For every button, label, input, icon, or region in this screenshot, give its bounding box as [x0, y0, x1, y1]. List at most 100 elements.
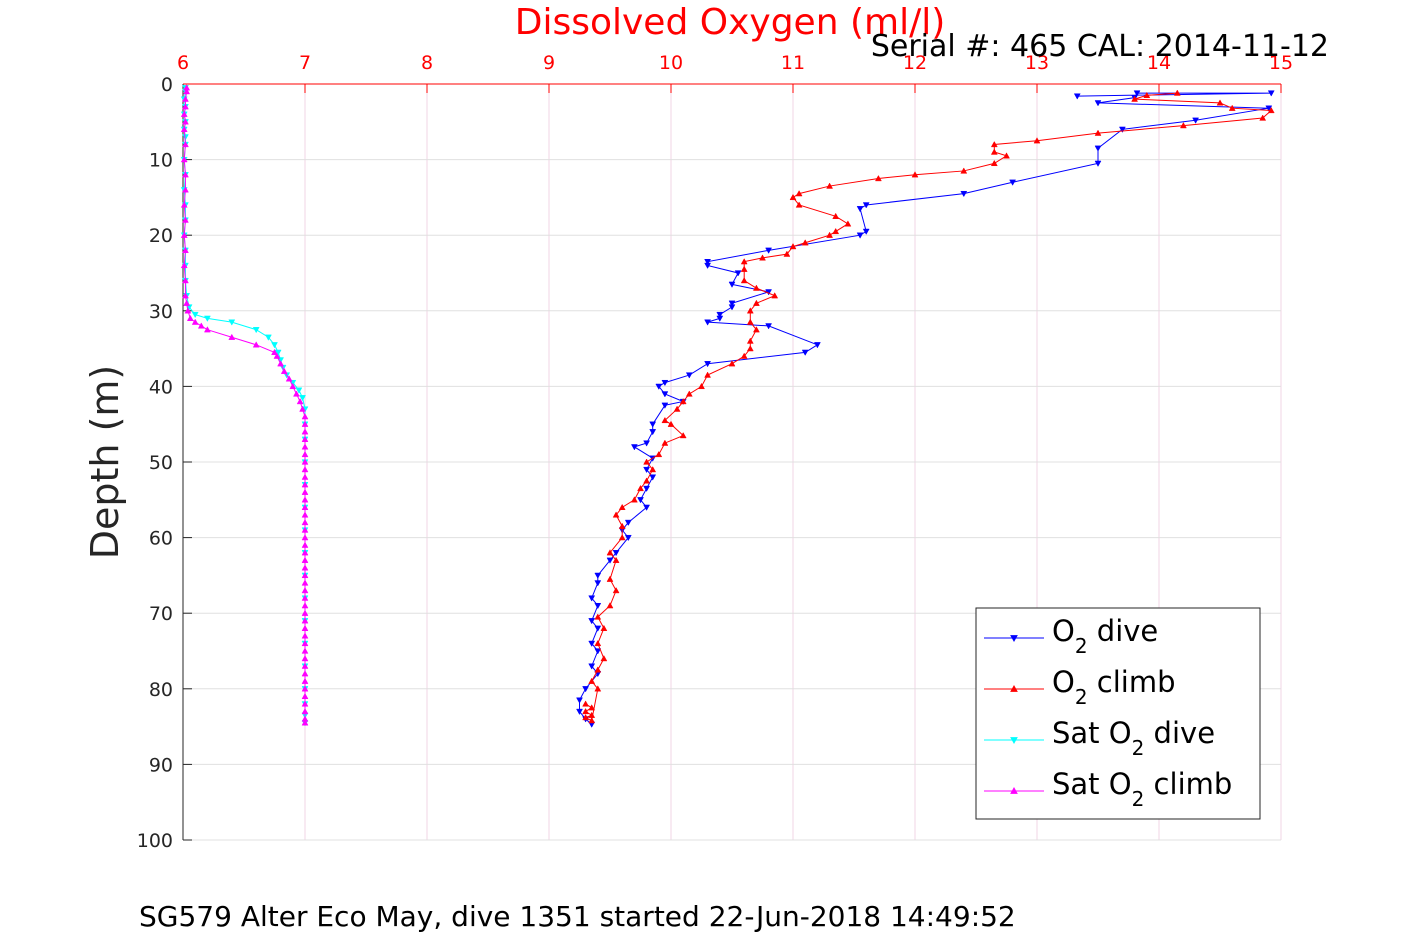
data-point: [197, 322, 205, 329]
x-tick-label: 7: [299, 52, 311, 74]
data-point: [960, 167, 968, 174]
data-point: [594, 572, 602, 579]
data-point: [752, 326, 760, 333]
data-point: [752, 284, 760, 291]
data-point: [293, 390, 300, 397]
x-tick-label: 15: [1269, 52, 1293, 74]
data-point: [301, 587, 309, 594]
footer-caption: SG579 Alter Eco May, dive 1351 started 2…: [139, 900, 1016, 933]
data-point: [1009, 179, 1017, 186]
data-point: [594, 666, 602, 673]
data-point: [183, 84, 191, 91]
data-point: [301, 526, 309, 533]
data-point: [299, 405, 306, 412]
data-point: [228, 333, 236, 340]
series-line: [183, 87, 306, 723]
data-point: [698, 382, 705, 390]
data-point: [630, 444, 638, 451]
data-point: [661, 402, 669, 409]
data-point: [180, 261, 188, 269]
data-point: [182, 103, 189, 110]
data-point: [301, 655, 309, 662]
data-point: [661, 391, 669, 398]
data-point: [783, 250, 791, 257]
data-point: [182, 246, 189, 253]
x-tick-label: 8: [421, 52, 433, 74]
data-point: [1133, 90, 1141, 97]
data-point: [301, 435, 309, 442]
data-point: [285, 375, 293, 382]
data-point: [582, 714, 590, 721]
data-point: [704, 371, 712, 378]
data-point: [301, 624, 309, 631]
data-point: [649, 429, 657, 436]
data-point: [740, 265, 748, 272]
legend-marker: [1010, 684, 1018, 692]
data-point: [704, 361, 712, 368]
x-tick-label: 6: [177, 52, 189, 74]
data-point: [280, 367, 288, 374]
data-point: [180, 125, 188, 133]
data-point: [271, 342, 278, 349]
data-point: [576, 697, 583, 704]
data-point: [801, 239, 809, 246]
data-point: [734, 270, 742, 277]
data-point: [716, 315, 724, 322]
data-point: [588, 704, 596, 711]
data-point: [594, 639, 602, 647]
x-tick-label: 12: [903, 52, 927, 74]
data-point: [728, 300, 736, 307]
data-point: [264, 334, 272, 341]
data-point: [728, 304, 736, 311]
data-point: [301, 428, 309, 435]
data-point: [180, 201, 188, 208]
data-point: [1073, 93, 1081, 100]
data-point: [789, 243, 797, 250]
data-point: [182, 186, 189, 193]
data-point: [588, 711, 596, 718]
data-point: [301, 473, 309, 480]
data-point: [704, 319, 712, 326]
data-point: [182, 216, 189, 223]
data-point: [203, 326, 211, 333]
data-point: [301, 458, 309, 465]
data-point: [655, 450, 663, 458]
data-point: [612, 511, 620, 518]
data-point: [643, 477, 651, 484]
series-group: [180, 84, 1275, 728]
data-point: [1094, 145, 1102, 152]
data-point: [704, 262, 712, 269]
data-point: [1192, 117, 1200, 124]
data-point: [301, 420, 309, 427]
data-point: [606, 575, 614, 582]
legend-label: O2 climb: [1052, 665, 1176, 709]
data-point: [643, 440, 651, 447]
data-point: [301, 609, 309, 616]
data-point: [637, 497, 644, 504]
data-point: [618, 534, 626, 541]
legend-label: Sat O2 climb: [1052, 767, 1232, 811]
data-point: [182, 292, 189, 299]
data-point: [673, 405, 681, 412]
data-point: [588, 663, 596, 670]
data-point: [826, 182, 834, 189]
data-point: [594, 625, 602, 632]
data-point: [765, 247, 773, 254]
data-point: [862, 228, 870, 235]
series-line: [183, 87, 306, 723]
data-point: [182, 134, 189, 141]
data-point: [649, 421, 657, 428]
data-point: [594, 685, 602, 692]
legend-marker: [1010, 786, 1018, 794]
data-point: [1179, 122, 1187, 129]
y-tick-label: 40: [149, 376, 173, 398]
y-tick-label: 20: [149, 225, 173, 247]
data-point: [990, 140, 998, 148]
data-point: [1265, 105, 1273, 112]
data-point: [1173, 89, 1181, 96]
data-point: [759, 254, 766, 261]
x-tick-label: 13: [1025, 52, 1049, 74]
data-point: [271, 348, 278, 356]
x-tick-label: 11: [781, 52, 805, 74]
